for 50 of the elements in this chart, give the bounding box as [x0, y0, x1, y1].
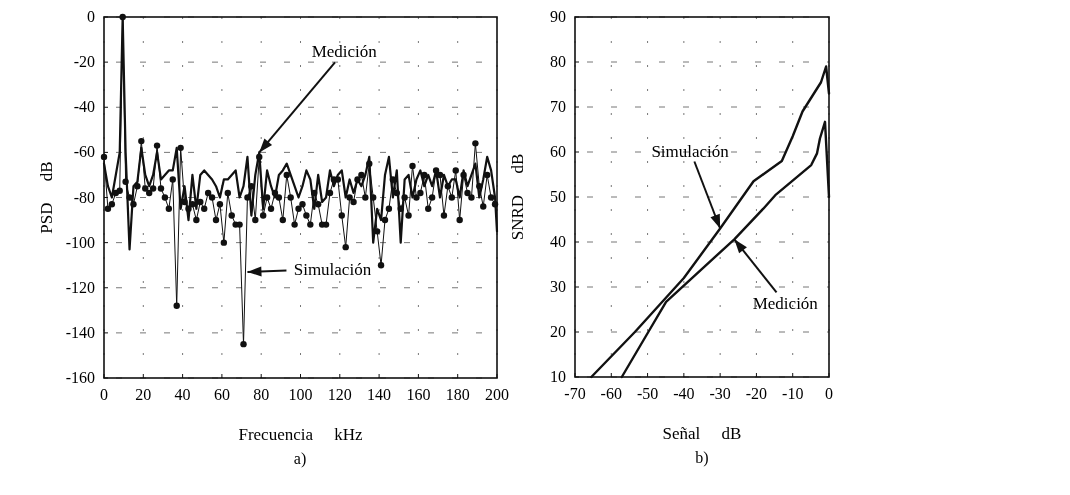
y-tick-label: -20 [73, 53, 95, 71]
x-tick-label: 120 [327, 386, 352, 403]
text: b) [695, 449, 709, 467]
x-tick-label: 80 [253, 386, 270, 403]
annotation: Simulación [293, 259, 372, 279]
annotation: Medición [311, 42, 378, 62]
y-tick-label: 30 [550, 278, 566, 295]
y-tick-label: -100 [65, 233, 95, 251]
y-tick-label: -80 [73, 188, 95, 206]
y-tick-label: 0 [87, 8, 95, 25]
annotation: Medición [752, 294, 819, 314]
y-tick-label: -160 [65, 369, 95, 386]
y-tick-label: 20 [550, 323, 566, 340]
x-axis-title: Señal dB [662, 424, 742, 443]
y-tick-label: -140 [65, 323, 95, 341]
y-tick-label: 90 [550, 8, 566, 25]
x-tick-label: -50 [636, 385, 659, 402]
x-tick-label: 100 [288, 386, 313, 403]
x-tick-label: 0 [100, 386, 108, 403]
x-tick-label: -30 [709, 385, 731, 402]
y-tick-label: 10 [550, 368, 566, 385]
x-tick-label: 140 [367, 386, 392, 403]
y-tick-label: -40 [73, 98, 95, 116]
y-tick-label: 80 [550, 53, 566, 70]
x-tick-label: -40 [673, 385, 695, 402]
x-tick-label: -20 [745, 385, 768, 402]
x-tick-label: -70 [564, 385, 586, 402]
y-axis-title: PSD dB [37, 161, 56, 234]
x-tick-label: 0 [825, 385, 833, 402]
y-axis-title: SNRD dB [508, 153, 527, 241]
y-tick-label: 50 [550, 188, 566, 205]
x-axis-title: Frecuencia kHz [238, 425, 364, 444]
x-tick-label: 40 [174, 386, 191, 403]
y-tick-label: -120 [65, 278, 95, 296]
y-tick-label: 70 [550, 98, 566, 115]
x-tick-label: 60 [213, 386, 230, 403]
text: a) [293, 450, 307, 468]
point [432, 167, 440, 174]
x-tick-label: -10 [782, 385, 804, 402]
point [354, 176, 361, 183]
y-tick-label: -60 [73, 143, 95, 161]
x-tick-label: 160 [406, 386, 431, 403]
x-tick-label: 20 [135, 386, 152, 403]
y-tick-label: 40 [550, 233, 566, 250]
y-tick-label: 60 [550, 143, 566, 160]
x-tick-label: 180 [445, 386, 470, 403]
x-tick-label: 200 [485, 386, 509, 403]
point [444, 183, 452, 190]
annotation: Simulación [651, 141, 730, 161]
x-tick-label: -60 [600, 385, 622, 402]
